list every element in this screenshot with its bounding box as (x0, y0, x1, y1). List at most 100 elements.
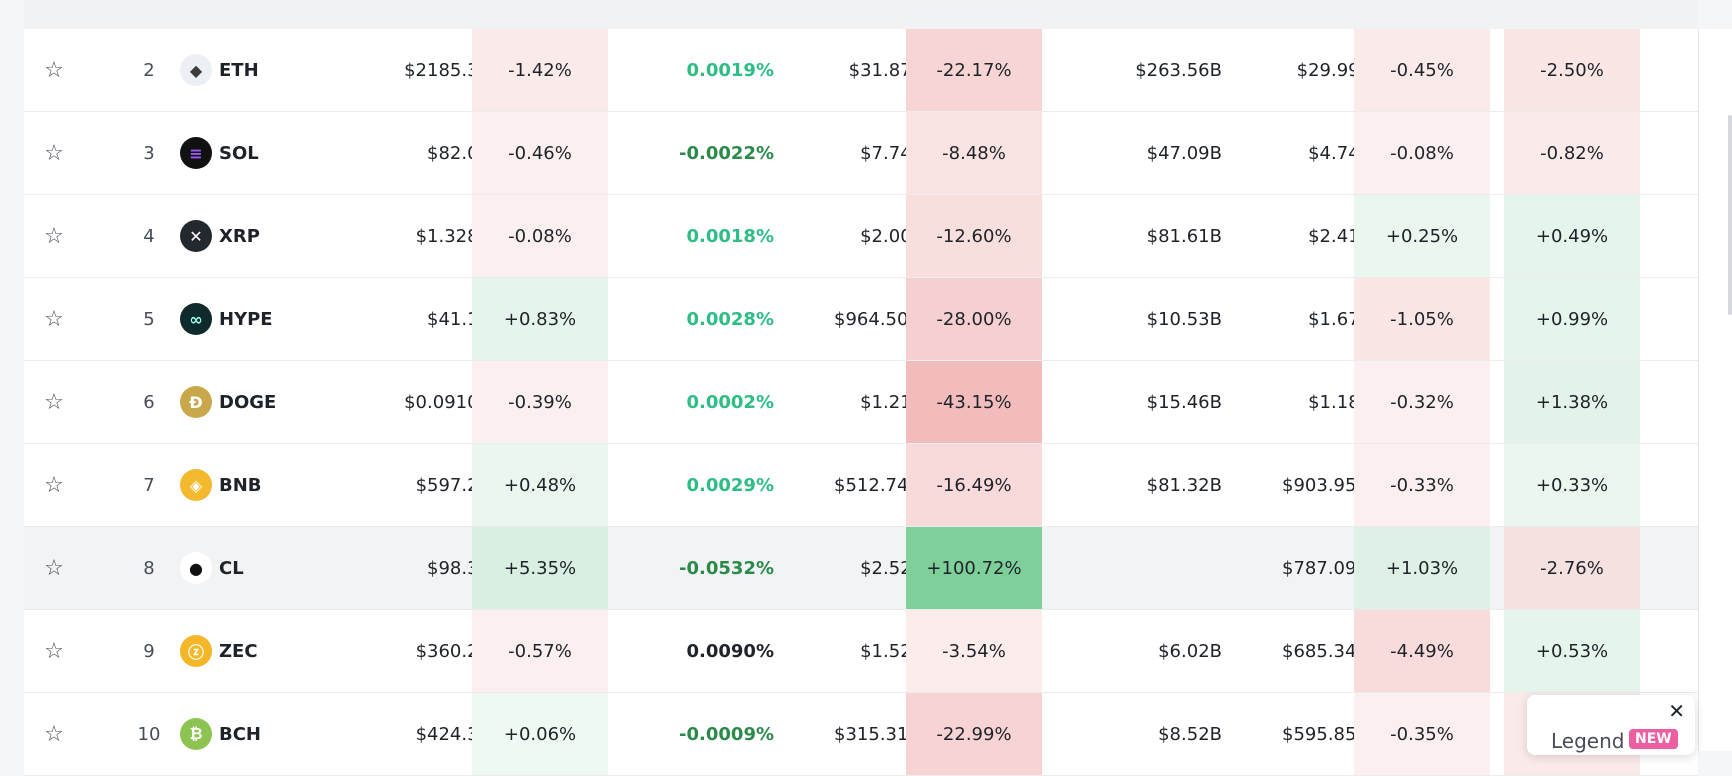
coin-symbol[interactable]: HYPE (219, 308, 273, 330)
scrollbar-track[interactable] (1698, 29, 1732, 751)
favorite-star-icon[interactable]: ☆ (24, 610, 84, 692)
price: $360.22 (415, 640, 490, 662)
star-icon[interactable]: ☆ (44, 223, 64, 249)
table-row[interactable]: ☆ 8 ● CL $98.35 +5.35% -0.0532% $2.52B +100.72% $… (24, 527, 1698, 610)
favorite-star-icon[interactable]: ☆ (24, 278, 84, 360)
coin-icon-cell: ≡ (179, 112, 213, 194)
open-interest: $47.09B (1146, 142, 1222, 164)
change-cell-1: +5.35% (472, 527, 608, 609)
change-cell-4: -2.76% (1504, 527, 1640, 609)
change-cell-2: -16.49% (906, 444, 1042, 526)
star-icon[interactable]: ☆ (44, 140, 64, 166)
coin-symbol[interactable]: ZEC (219, 640, 258, 662)
change-cell-3: -0.32% (1354, 361, 1490, 443)
funding-rate: 0.0029% (686, 474, 775, 496)
volume: $31.87B (848, 59, 924, 81)
coin-icon-cell: ₿ (179, 693, 213, 775)
table-row[interactable]: ☆ 5 ∞ HYPE $41.12 +0.83% 0.0028% $964.50M -28.00… (24, 278, 1698, 361)
coin-symbol[interactable]: SOL (219, 142, 259, 164)
star-icon[interactable]: ☆ (44, 638, 64, 664)
funding-rate: 0.0018% (686, 225, 775, 247)
open-interest: $263.56B (1135, 59, 1222, 81)
change-cell-2: -12.60% (906, 195, 1042, 277)
funding-rate: -0.0532% (679, 557, 774, 579)
favorite-star-icon[interactable]: ☆ (24, 361, 84, 443)
change-cell-4: +0.53% (1504, 610, 1640, 692)
change-cell-1: +0.06% (472, 693, 608, 775)
star-icon[interactable]: ☆ (44, 57, 64, 83)
price: $82.02 (427, 142, 490, 164)
coin-symbol[interactable]: CL (219, 557, 244, 579)
change-cell-3: +1.03% (1354, 527, 1490, 609)
bch-icon: ₿ (180, 718, 212, 750)
star-icon[interactable]: ☆ (44, 306, 64, 332)
close-icon[interactable]: ✕ (1668, 699, 1685, 723)
rank: 8 (143, 557, 155, 579)
rank: 4 (143, 225, 155, 247)
change-cell-1: +0.48% (472, 444, 608, 526)
coin-icon-cell: ⓩ (179, 610, 213, 692)
volume-2: $2.41B (1308, 225, 1372, 247)
volume-2: $29.99B (1296, 59, 1372, 81)
volume-2: $787.09M (1282, 557, 1372, 579)
table-row[interactable]: ☆ 7 ◈ BNB $597.22 +0.48% 0.0029% $512.74M -16.49… (24, 444, 1698, 527)
funding-rate: 0.0019% (686, 59, 775, 81)
change-cell-1: -0.46% (472, 112, 608, 194)
xrp-icon: ✕ (180, 220, 212, 252)
coin-symbol[interactable]: ETH (219, 59, 259, 81)
rank: 3 (143, 142, 155, 164)
change-cell-3: -0.45% (1354, 29, 1490, 111)
coin-icon-cell: ● (179, 527, 213, 609)
volume: $1.52B (860, 640, 924, 662)
scrollbar-thumb[interactable] (1728, 115, 1732, 315)
coin-icon-cell: ◈ (179, 444, 213, 526)
change-cell-2: -3.54% (906, 610, 1042, 692)
funding-rate: 0.0002% (686, 391, 775, 413)
star-icon[interactable]: ☆ (44, 472, 64, 498)
change-cell-2: -28.00% (906, 278, 1042, 360)
favorite-star-icon[interactable]: ☆ (24, 112, 84, 194)
new-badge: NEW (1629, 729, 1678, 749)
change-cell-3: -0.08% (1354, 112, 1490, 194)
open-interest (1042, 527, 1222, 609)
open-interest: $15.46B (1146, 391, 1222, 413)
coin-symbol[interactable]: DOGE (219, 391, 277, 413)
legend-popup[interactable]: ✕ Legend NEW (1527, 695, 1695, 755)
coin-symbol[interactable]: XRP (219, 225, 260, 247)
change-cell-4: -2.50% (1504, 29, 1640, 111)
star-icon[interactable]: ☆ (44, 389, 64, 415)
open-interest: $81.32B (1146, 474, 1222, 496)
favorite-star-icon[interactable]: ☆ (24, 195, 84, 277)
doge-icon: Ð (180, 386, 212, 418)
rank: 7 (143, 474, 155, 496)
star-icon[interactable]: ☆ (44, 721, 64, 747)
table-row[interactable]: ☆ 10 ₿ BCH $424.36 +0.06% -0.0009% $315.31M -22.… (24, 693, 1698, 776)
change-cell-4: +0.99% (1504, 278, 1640, 360)
coin-symbol[interactable]: BNB (219, 474, 262, 496)
favorite-star-icon[interactable]: ☆ (24, 527, 84, 609)
star-icon[interactable]: ☆ (44, 555, 64, 581)
table-row[interactable]: ☆ 2 ◆ ETH $2185.39 -1.42% 0.0019% $31.87B -22.17… (24, 29, 1698, 112)
volume: $964.50M (834, 308, 924, 330)
volume-2: $685.34M (1282, 640, 1372, 662)
price: $424.36 (415, 723, 490, 745)
favorite-star-icon[interactable]: ☆ (24, 444, 84, 526)
change-cell-2: -8.48% (906, 112, 1042, 194)
open-interest: $10.53B (1146, 308, 1222, 330)
table-row[interactable]: ☆ 9 ⓩ ZEC $360.22 -0.57% 0.0090% $1.52B -3.54% $6… (24, 610, 1698, 693)
coin-icon-cell: Ð (179, 361, 213, 443)
table-row[interactable]: ☆ 6 Ð DOGE $0.09109 -0.39% 0.0002% $1.21B -43.15… (24, 361, 1698, 444)
coin-icon-cell: ◆ (179, 29, 213, 111)
price: $2185.39 (404, 59, 490, 81)
coin-symbol[interactable]: BCH (219, 723, 261, 745)
table-row[interactable]: ☆ 4 ✕ XRP $1.3285 -0.08% 0.0018% $2.00B -12.60% $… (24, 195, 1698, 278)
change-cell-4: +0.49% (1504, 195, 1640, 277)
rank: 2 (143, 59, 155, 81)
favorite-star-icon[interactable]: ☆ (24, 29, 84, 111)
change-cell-1: -1.42% (472, 29, 608, 111)
table-row[interactable]: ☆ 3 ≡ SOL $82.02 -0.46% -0.0022% $7.74B -8.48% $4… (24, 112, 1698, 195)
eth-icon: ◆ (180, 54, 212, 86)
change-cell-3: -1.05% (1354, 278, 1490, 360)
rank: 9 (143, 640, 155, 662)
favorite-star-icon[interactable]: ☆ (24, 693, 84, 775)
